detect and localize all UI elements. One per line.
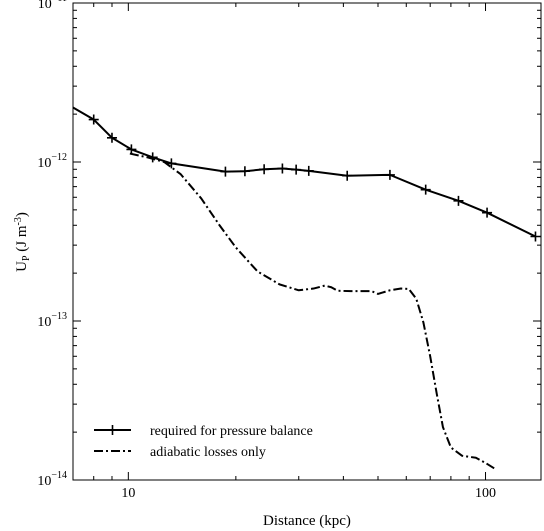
y-tick-label-exponent: −11 — [52, 0, 67, 4]
y-axis-title: UP (J m-3) — [13, 212, 32, 272]
minor-ticks — [72, 3, 541, 480]
data-point-marker — [147, 152, 158, 163]
y-axis-title-rest: (J m — [14, 225, 30, 255]
y-axis-title-main: U — [14, 261, 30, 272]
data-point-marker — [291, 164, 302, 175]
series-lines — [72, 106, 536, 470]
data-point-marker — [259, 164, 270, 175]
series-line-adiabatic — [129, 152, 496, 470]
y-axis-title-close: ) — [14, 212, 30, 217]
y-tick-label: 10−12 — [37, 152, 67, 171]
data-point-marker — [126, 144, 137, 155]
y-tick-label-base: 10 — [37, 156, 51, 171]
y-tick-label-exponent: −13 — [51, 311, 67, 322]
plot-frame — [72, 2, 542, 481]
data-point-marker — [88, 114, 99, 125]
data-point-marker — [453, 195, 464, 206]
x-tick-labels: 10 100 — [121, 486, 496, 501]
y-tick-label-base: 10 — [37, 474, 51, 489]
major-ticks — [73, 2, 541, 481]
data-point-marker — [166, 158, 177, 169]
y-tick-label-exponent: −12 — [51, 152, 67, 163]
legend: required for pressure balance adiabatic … — [94, 424, 313, 460]
data-point-marker — [420, 184, 431, 195]
x-tick-label: 100 — [475, 486, 496, 501]
legend-label-pressure-balance: required for pressure balance — [150, 424, 313, 439]
data-point-marker — [239, 166, 250, 177]
data-point-marker — [384, 169, 395, 180]
legend-label-adiabatic: adiabatic losses only — [150, 445, 266, 460]
y-tick-label: 10−11 — [38, 0, 67, 12]
data-point-marker — [220, 166, 231, 177]
series-markers — [88, 114, 541, 242]
legend-marker-pressure-balance — [107, 425, 116, 435]
y-tick-label-base: 10 — [38, 0, 52, 12]
y-tick-label-exponent: −14 — [51, 470, 67, 481]
data-point-marker — [342, 170, 353, 181]
data-point-marker — [277, 163, 288, 174]
y-tick-label: 10−14 — [37, 470, 67, 489]
y-tick-label: 10−13 — [37, 311, 67, 330]
data-point-marker — [303, 165, 314, 176]
data-point-marker — [482, 207, 493, 218]
y-axis-title-exp: -3 — [13, 217, 24, 225]
x-tick-label: 10 — [121, 486, 135, 501]
data-point-marker — [530, 231, 541, 242]
y-axis-title-sub: P — [21, 255, 32, 261]
data-point-marker — [106, 132, 117, 143]
series-line-pressure-balance — [72, 106, 536, 238]
y-tick-label-base: 10 — [37, 315, 51, 330]
x-axis-title: Distance (kpc) — [263, 513, 351, 529]
